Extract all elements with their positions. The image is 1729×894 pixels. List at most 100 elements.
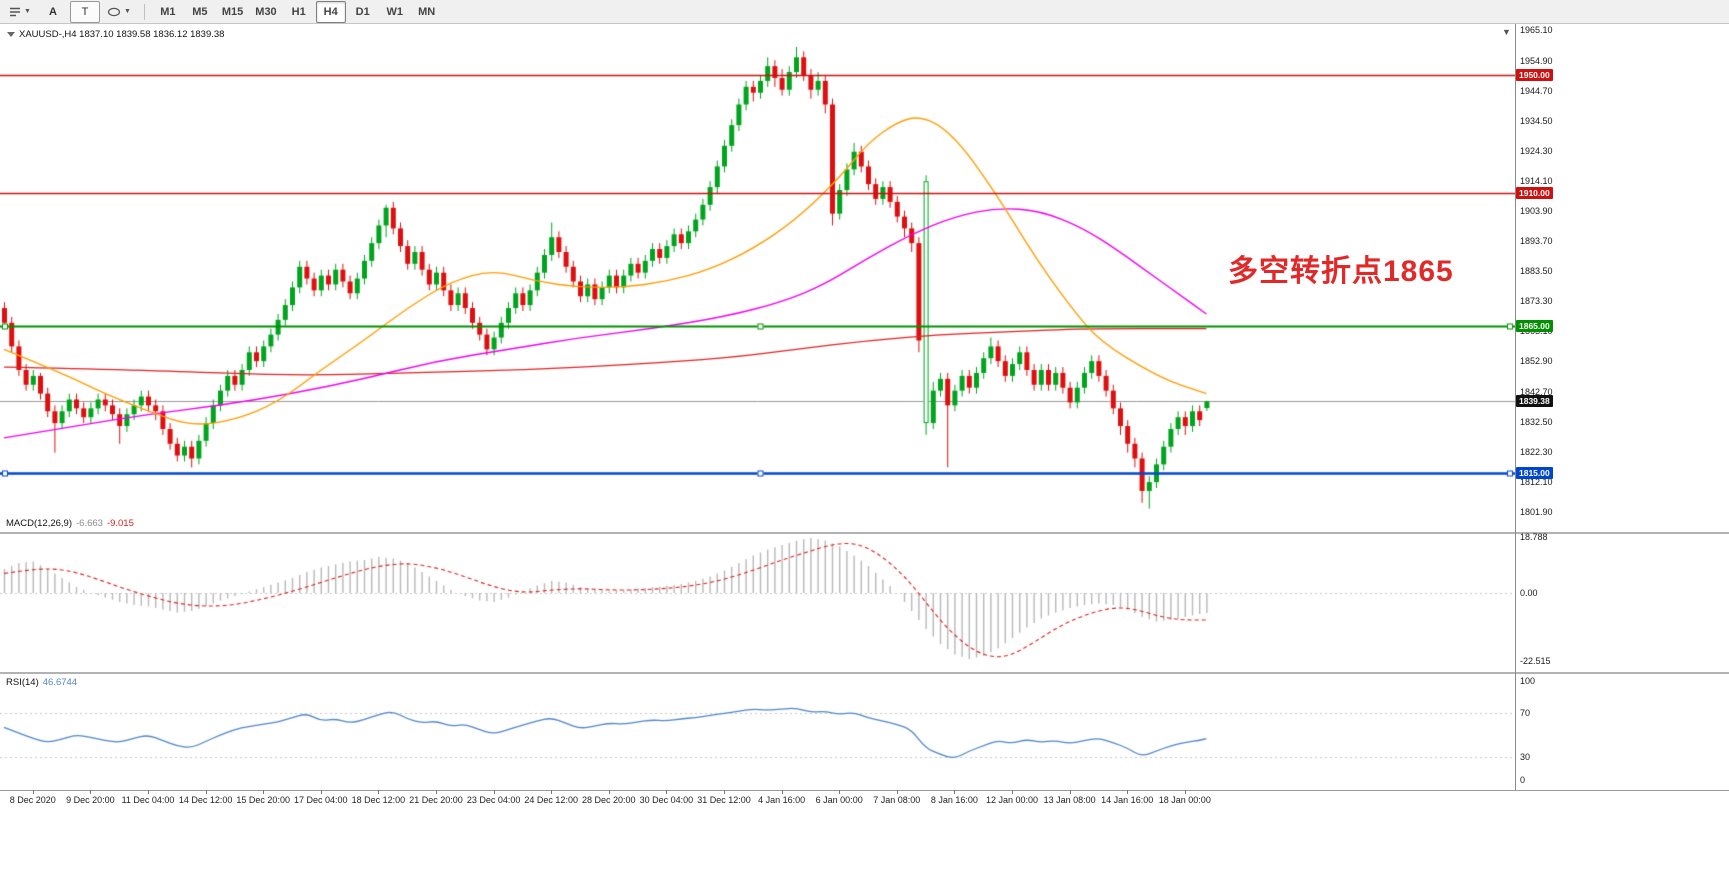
chart-symbol-info: XAUUSD-,H4 1837.10 1839.58 1836.12 1839.… — [7, 29, 224, 40]
chart-shift-marker[interactable]: ▼ — [1502, 27, 1511, 37]
timeframe-m1-button[interactable]: M1 — [160, 5, 176, 18]
time-axis-line — [0, 790, 1729, 791]
macd-canvas[interactable] — [0, 534, 1515, 672]
chevron-down-icon: ▼ — [24, 8, 31, 15]
macd-axis-label: 18.788 — [1520, 531, 1548, 542]
price-level-badge: 1815.00 — [1516, 467, 1553, 480]
label-tool-button[interactable]: T — [69, 0, 100, 23]
chevron-down-icon: ▼ — [123, 8, 131, 15]
time-axis-tick — [551, 790, 553, 794]
shapes-tool-button[interactable]: ▼ — [102, 1, 136, 23]
timeframe-m15-button[interactable]: M15 — [221, 5, 244, 18]
time-axis-label: 28 Dec 20:00 — [582, 795, 636, 805]
chart-annotation-text: 多空转折点1865 — [1228, 255, 1454, 288]
current-price-badge: 1839.38 — [1516, 395, 1553, 408]
time-axis-label: 30 Dec 04:00 — [639, 795, 694, 805]
price-level-badge: 1950.00 — [1516, 69, 1553, 81]
symbol-ohlc-text: XAUUSD-,H4 1837.10 1839.58 1836.12 1839.… — [19, 29, 225, 40]
time-axis-label: 6 Jan 00:00 — [815, 795, 863, 805]
text-tool-label: A — [48, 5, 57, 18]
time-axis-tick — [608, 790, 610, 794]
price-axis-label: 1965.10 — [1520, 25, 1553, 36]
time-axis-tick — [436, 790, 437, 794]
timeframe-d1-button[interactable]: D1 — [355, 5, 370, 18]
main-chart-canvas[interactable] — [0, 24, 1515, 532]
timeframe-h1-button[interactable]: H1 — [291, 5, 306, 18]
time-axis-label: 17 Dec 04:00 — [294, 795, 348, 805]
price-axis-label: 1812.10 — [1520, 476, 1553, 487]
time-axis-tick — [1184, 790, 1186, 794]
price-axis-label: 1842.70 — [1520, 386, 1553, 397]
time-axis-tick — [32, 790, 34, 794]
price-axis-label: 1883.50 — [1520, 266, 1553, 277]
price-axis-label: 1903.90 — [1520, 205, 1553, 216]
text-tool-button[interactable]: A — [38, 1, 68, 23]
rsi-axis-label: 30 — [1520, 751, 1531, 762]
time-axis-tick — [378, 790, 380, 794]
macd-axis-label: -22.515 — [1520, 655, 1551, 666]
macd-axis-label: 0.00 — [1520, 588, 1538, 598]
rsi-axis-label: 100 — [1520, 676, 1536, 686]
rsi-axis-label: 0 — [1520, 775, 1526, 785]
time-axis-label: 18 Dec 12:00 — [351, 795, 406, 805]
price-axis-label: 1832.50 — [1520, 416, 1553, 427]
macd-main-value: -6.663 — [76, 518, 103, 529]
time-axis-label: 31 Dec 12:00 — [697, 795, 751, 805]
rsi-value: 46.6744 — [42, 677, 78, 688]
panel-separator[interactable] — [0, 672, 1729, 674]
toolbar-separator — [143, 3, 145, 20]
time-axis-tick — [1127, 790, 1129, 794]
time-axis-tick — [90, 790, 92, 794]
time-axis-label: 23 Dec 04:00 — [466, 795, 521, 805]
price-axis-label: 1944.70 — [1520, 85, 1553, 96]
macd-title: MACD(12,26,9) — [6, 518, 72, 529]
timeframe-m30-button[interactable]: M30 — [255, 5, 277, 18]
timeframe-w1-button[interactable]: W1 — [386, 5, 403, 18]
time-axis-label: 14 Dec 12:00 — [178, 795, 233, 805]
rsi-title: RSI(14) — [6, 677, 39, 688]
time-axis-tick — [896, 790, 898, 794]
time-axis-label: 12 Jan 00:00 — [985, 795, 1039, 805]
panel-separator[interactable] — [0, 532, 1729, 534]
time-axis-label: 14 Jan 16:00 — [1101, 795, 1154, 805]
price-axis-label: 1801.90 — [1520, 506, 1553, 517]
price-axis-label: 1893.70 — [1520, 236, 1553, 247]
time-axis-label: 21 Dec 20:00 — [409, 795, 463, 805]
time-axis-tick — [666, 790, 668, 794]
label-tool-label: T — [81, 5, 89, 18]
price-axis-label: 1822.30 — [1520, 446, 1553, 457]
macd-signal-value: -9.015 — [106, 518, 134, 529]
collapse-arrow-icon[interactable] — [7, 32, 15, 37]
time-axis-tick — [320, 790, 322, 794]
time-axis-label: 4 Jan 16:00 — [758, 795, 806, 805]
price-axis-label: 1914.10 — [1520, 175, 1553, 186]
timeframe-m5-button[interactable]: M5 — [192, 5, 208, 18]
chart-objects-tool-button[interactable]: ▼ — [3, 1, 36, 23]
rsi-label: RSI(14) 46.6744 — [6, 677, 77, 688]
time-axis-label: 13 Jan 08:00 — [1043, 795, 1096, 805]
time-axis-tick — [493, 790, 495, 794]
time-axis-tick — [781, 790, 783, 794]
rsi-axis-label: 70 — [1520, 708, 1531, 719]
price-level-badge: 1910.00 — [1516, 187, 1553, 199]
time-axis-label: 7 Jan 08:00 — [873, 795, 921, 805]
timeframe-h4-button[interactable]: H4 — [315, 0, 346, 23]
time-axis-label: 24 Dec 12:00 — [524, 795, 578, 805]
price-level-badge: 1865.00 — [1516, 319, 1553, 332]
time-axis-label: 15 Dec 20:00 — [236, 795, 290, 805]
time-axis-tick — [839, 790, 841, 794]
price-axis-label: 1954.90 — [1520, 55, 1553, 66]
price-axis-label: 1924.30 — [1520, 145, 1553, 156]
time-axis-label: 8 Dec 2020 — [9, 795, 56, 805]
time-axis-tick — [954, 790, 956, 794]
lines-tool-icon — [10, 7, 20, 16]
price-axis-label: 1852.90 — [1520, 356, 1553, 367]
toolbar: ▼ A T ▼ M1 M5 M15 M30 H1 H4 D1 W1 MN — [0, 0, 1729, 24]
price-axis-label: 1934.50 — [1520, 115, 1553, 126]
time-axis-label: 9 Dec 20:00 — [66, 795, 115, 805]
time-axis-tick — [724, 790, 725, 794]
time-axis-tick — [263, 790, 265, 794]
rsi-canvas[interactable] — [0, 674, 1515, 790]
timeframe-mn-button[interactable]: MN — [418, 5, 436, 18]
